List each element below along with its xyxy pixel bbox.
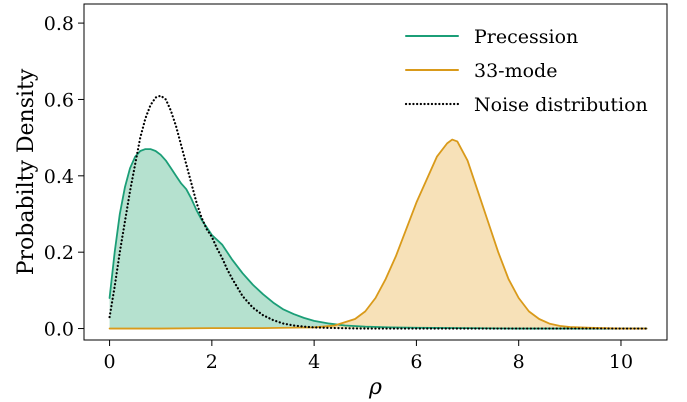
y-tick-label: 0.0 <box>44 319 74 341</box>
noise-distribution-line <box>108 94 648 330</box>
y-axis-label: Probabilty Density <box>14 68 39 275</box>
x-tick-label: 8 <box>513 351 525 373</box>
legend: Precession 33-mode Noise distribution <box>404 26 648 116</box>
x-axis-ticks: 0 2 4 6 8 10 <box>104 340 633 373</box>
y-tick-label: 0.6 <box>44 89 74 111</box>
x-tick-label: 2 <box>206 351 218 373</box>
y-tick-label: 0.8 <box>44 13 74 35</box>
x-axis-label: ρ <box>368 375 382 400</box>
y-tick-label: 0.4 <box>44 166 74 188</box>
y-tick-label: 0.2 <box>44 242 74 264</box>
x-tick-label: 0 <box>104 351 116 373</box>
series-fills <box>109 139 647 329</box>
33-mode-line <box>108 138 648 330</box>
series-lines <box>108 94 648 330</box>
x-tick-label: 10 <box>609 351 633 373</box>
legend-label: Noise distribution <box>474 94 648 116</box>
legend-label: 33-mode <box>474 60 557 82</box>
x-tick-label: 4 <box>308 351 320 373</box>
y-axis-ticks: 0.0 0.2 0.4 0.6 0.8 <box>44 13 84 341</box>
precession-area <box>109 149 647 329</box>
plot-frame <box>83 3 668 341</box>
legend-label: Precession <box>474 26 578 48</box>
x-tick-label: 6 <box>410 351 422 373</box>
